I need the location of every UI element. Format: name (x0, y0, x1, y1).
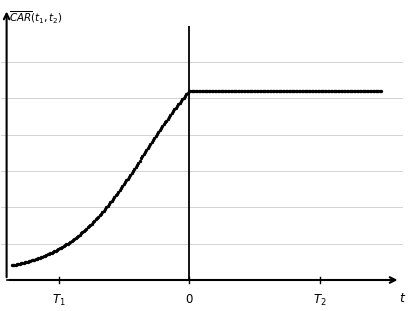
Text: $t$: $t$ (399, 292, 407, 305)
Text: $T_1$: $T_1$ (52, 293, 66, 309)
Text: $T_2$: $T_2$ (313, 293, 326, 309)
Text: $0$: $0$ (185, 293, 193, 306)
Text: $\overline{CAR}(t_1, t_2)$: $\overline{CAR}(t_1, t_2)$ (9, 10, 63, 26)
